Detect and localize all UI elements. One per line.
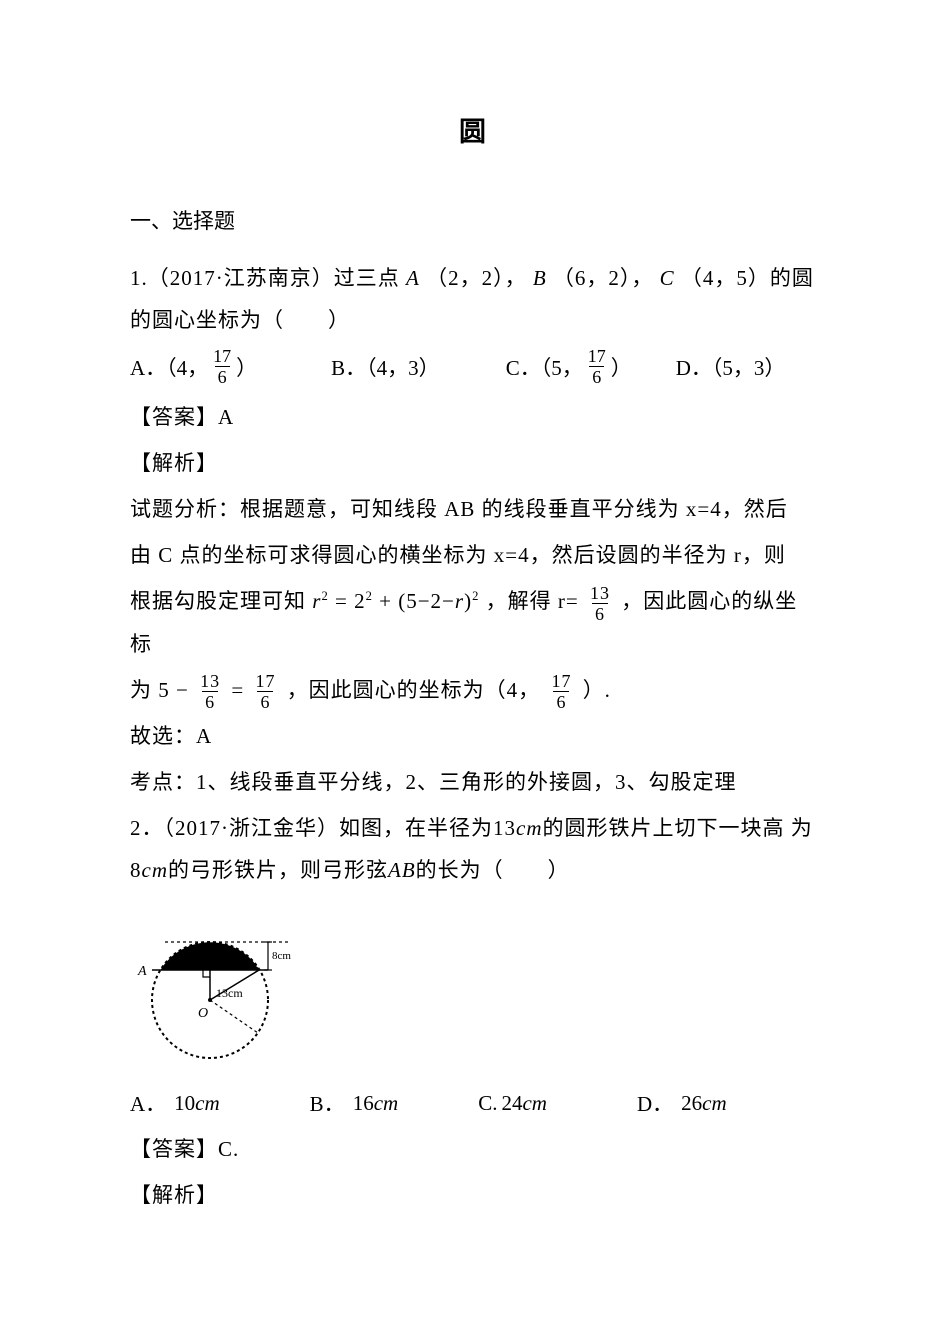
q1-conclusion: 故选：A bbox=[130, 715, 815, 757]
q2b-u: cm bbox=[374, 1091, 399, 1116]
q2b-l: B． bbox=[310, 1088, 345, 1118]
f3d: 6 bbox=[553, 691, 569, 711]
q2c-u: cm bbox=[522, 1091, 547, 1116]
q2a-u: cm bbox=[195, 1091, 220, 1116]
r-frac: 13 6 bbox=[587, 584, 613, 623]
q1-explain-line3: 根据勾股定理可知 r2 = 22 + (5−2−r)2 ，解得 r= 13 6 … bbox=[130, 580, 815, 665]
opt-c-den: 6 bbox=[589, 366, 604, 386]
q2-option-b: B． 16cm bbox=[310, 1088, 399, 1118]
q2d-v: 26 bbox=[681, 1091, 702, 1116]
point-B: B bbox=[533, 266, 547, 290]
r-num: 13 bbox=[587, 584, 613, 603]
q2-ab: AB bbox=[388, 858, 416, 882]
f2: 17 6 bbox=[252, 672, 278, 711]
eq1: r2 = 22 + (5−2−r)2 bbox=[312, 589, 485, 613]
f3n: 17 bbox=[548, 672, 574, 691]
q2-answer-value: C. bbox=[218, 1137, 239, 1161]
q1-option-b: B．（4，3） bbox=[331, 352, 440, 382]
coord-B: （6，2）， bbox=[553, 266, 654, 290]
l4b: ，因此圆心的坐标为（4， bbox=[287, 678, 541, 702]
point-A: A bbox=[406, 266, 420, 290]
opt-a-frac: 17 6 bbox=[210, 347, 234, 386]
q2-option-d: D． 26cm bbox=[637, 1088, 727, 1118]
q2a-v: 10 bbox=[174, 1091, 195, 1116]
q2d-l: D． bbox=[637, 1088, 673, 1118]
q1-options: A．（4， 17 6 ） B．（4，3） C．（5， 17 6 ） D．（5，3… bbox=[130, 347, 815, 386]
answer-label: 【答案】 bbox=[130, 405, 218, 429]
q1-option-d: D．（5，3） bbox=[676, 352, 786, 382]
q1-explain-line1: 试题分析：根据题意，可知线段 AB 的线段垂直平分线为 x=4，然后 bbox=[130, 488, 815, 530]
l3b: ，解得 r= bbox=[486, 589, 579, 613]
q1-answer: 【答案】A bbox=[130, 396, 815, 438]
l4c: ）. bbox=[583, 678, 611, 702]
q1-text-1: 1.（2017·江苏南京）过三点 bbox=[130, 266, 400, 290]
center-point bbox=[208, 998, 212, 1002]
q2-h8: 8 bbox=[130, 858, 142, 882]
q2-options: A．10cm B．16cm C.24cm D．26cm bbox=[130, 1088, 815, 1118]
opt-a-den: 6 bbox=[215, 366, 230, 386]
opt-c-label: C．（5， bbox=[506, 352, 583, 382]
right-angle-mark bbox=[203, 970, 210, 977]
document-page: 圆 一、选择题 1.（2017·江苏南京）过三点 A （2，2）， B （6，2… bbox=[0, 0, 945, 1337]
q2d-u: cm bbox=[702, 1091, 727, 1116]
label-r: 13cm bbox=[216, 986, 243, 1000]
f3: 17 6 bbox=[548, 672, 574, 711]
point-C: C bbox=[660, 266, 675, 290]
opt-c-num: 17 bbox=[585, 347, 609, 366]
opt-c-close: ） bbox=[611, 352, 632, 382]
q2b-v: 16 bbox=[353, 1091, 374, 1116]
q2-tail: 的弓形铁片，则弓形弦 bbox=[168, 858, 388, 882]
f1d: 6 bbox=[202, 691, 218, 711]
q2-figure: A B O 13cm 8cm bbox=[130, 905, 815, 1070]
f1n: 13 bbox=[197, 672, 223, 691]
q2c-v: 24 bbox=[501, 1091, 522, 1116]
q1-stem: 1.（2017·江苏南京）过三点 A （2，2）， B （6，2）， C （4，… bbox=[130, 257, 815, 341]
opt-a-label: A．（4， bbox=[130, 352, 208, 382]
q2-r13: 13 bbox=[493, 816, 516, 840]
f2n: 17 bbox=[252, 672, 278, 691]
q2-prefix2: 为 bbox=[791, 816, 813, 840]
q1-explain-line2: 由 C 点的坐标可求得圆心的横坐标为 x=4，然后设圆的半径为 r，则 bbox=[130, 534, 815, 576]
q1-explain-label: 【解析】 bbox=[130, 442, 815, 484]
radius-dashed bbox=[210, 1000, 258, 1033]
q2-answer-label: 【答案】 bbox=[130, 1137, 218, 1161]
q1-option-a: A．（4， 17 6 ） bbox=[130, 347, 257, 386]
label-h: 8cm bbox=[272, 950, 291, 962]
page-title: 圆 bbox=[130, 110, 815, 149]
segment-fill bbox=[161, 943, 260, 971]
r-den: 6 bbox=[592, 603, 608, 623]
opt-a-num: 17 bbox=[210, 347, 234, 366]
f1: 13 6 bbox=[197, 672, 223, 711]
answer-value: A bbox=[218, 405, 234, 429]
q2a-l: A． bbox=[130, 1088, 166, 1118]
q2-option-a: A． 10cm bbox=[130, 1088, 220, 1118]
opt-a-close: ） bbox=[236, 352, 257, 382]
q2c-l: C. bbox=[478, 1091, 497, 1116]
five: 5 − bbox=[158, 678, 189, 702]
l3a: 根据勾股定理可知 bbox=[130, 589, 306, 613]
l4a: 为 bbox=[130, 678, 152, 702]
section-heading: 一、选择题 bbox=[130, 205, 815, 235]
q2-mid: 的圆形铁片上切下一块高 bbox=[543, 816, 785, 840]
q2-option-c: C.24cm bbox=[478, 1091, 547, 1116]
opt-c-frac: 17 6 bbox=[585, 347, 609, 386]
q2-cm1: cm bbox=[516, 816, 543, 840]
q2-tail2: 的长为（ ） bbox=[416, 858, 570, 882]
q2-prefix: 2．（2017·浙江金华）如图，在半径为 bbox=[130, 816, 493, 840]
q1-kaodian: 考点：1、线段垂直平分线，2、三角形的外接圆，3、勾股定理 bbox=[130, 761, 815, 803]
label-O: O bbox=[198, 1006, 208, 1021]
q2-stem: 2．（2017·浙江金华）如图，在半径为13cm的圆形铁片上切下一块高 为8cm… bbox=[130, 807, 815, 891]
coord-A: （2，2）， bbox=[426, 266, 527, 290]
eq: = bbox=[231, 678, 250, 702]
q2-explain-label: 【解析】 bbox=[130, 1174, 815, 1216]
circle-segment-diagram: A B O 13cm 8cm bbox=[130, 905, 310, 1065]
q2-cm2: cm bbox=[142, 858, 169, 882]
q2-answer: 【答案】C. bbox=[130, 1128, 815, 1170]
q1-explain-line4: 为 5 − 13 6 = 17 6 ，因此圆心的坐标为（4， 17 6 ）. bbox=[130, 669, 815, 712]
q1-option-c: C．（5， 17 6 ） bbox=[506, 347, 632, 386]
label-B: B bbox=[256, 956, 265, 971]
f2d: 6 bbox=[257, 691, 273, 711]
label-A: A bbox=[137, 964, 147, 979]
